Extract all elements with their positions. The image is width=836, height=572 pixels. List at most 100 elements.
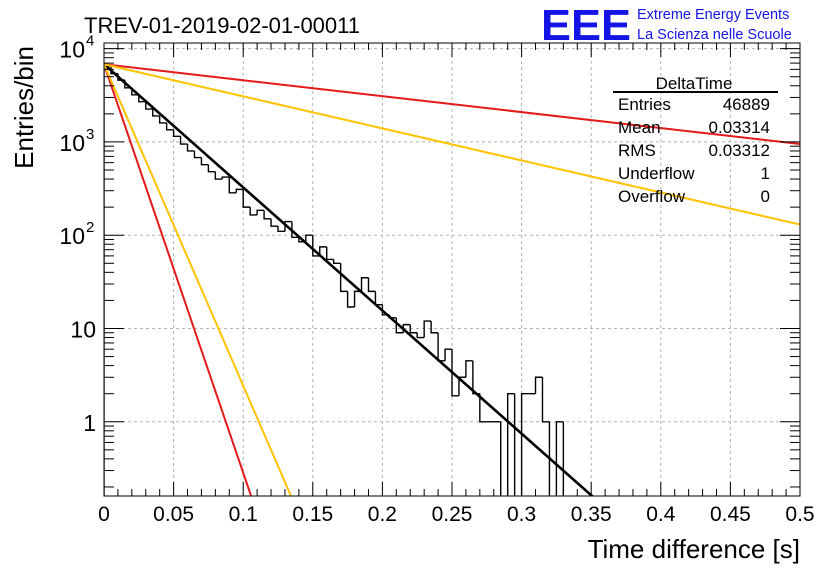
histogram-bin [555, 421, 564, 496]
y-tick-label-exponent: 3 [86, 126, 94, 143]
fit-line-red-shallow [104, 63, 800, 146]
histogram-bin [305, 234, 313, 242]
stats-label: Underflow [618, 164, 695, 183]
histogram-bin [374, 291, 383, 306]
stats-row: Entries 46889 [618, 95, 770, 114]
x-tick-label: 0.4 [646, 503, 676, 526]
x-tick-label: 0.45 [710, 503, 751, 526]
x-axis-label: Time difference [s] [588, 534, 800, 564]
histogram-bin [249, 207, 258, 216]
x-tick-label: 0.2 [368, 503, 397, 526]
logo-mark: EEE [541, 1, 631, 50]
histogram-bin [319, 246, 327, 256]
histogram-bin [235, 188, 244, 193]
y-tick-label-base: 10 [59, 37, 85, 63]
logo-line-1: Extreme Energy Events [637, 7, 789, 23]
stats-value: 0 [761, 187, 770, 206]
histogram-bin [214, 171, 223, 180]
histogram-bin [263, 210, 272, 220]
stats-label: Mean [618, 118, 661, 137]
histogram-bin [158, 115, 167, 124]
plot-area [104, 63, 800, 496]
y-tick-label: 1 [83, 410, 96, 436]
histogram-bin [145, 101, 153, 110]
x-tick-label: 0 [98, 503, 110, 526]
histogram-bin [332, 259, 341, 264]
histogram-bin [548, 421, 551, 496]
histogram-bin [506, 392, 515, 496]
histogram-bin [541, 377, 550, 423]
x-tick-label: 0.1 [229, 503, 258, 526]
y-tick-label-exponent: 4 [86, 33, 94, 50]
histogram-bin [353, 290, 362, 307]
x-tick-label: 0.15 [292, 503, 333, 526]
histogram-bin [256, 209, 265, 215]
histogram-bin [165, 122, 174, 131]
y-tick-label-base: 1 [83, 410, 96, 436]
x-tick-label: 0.35 [571, 503, 612, 526]
histogram-bin [423, 320, 432, 338]
histogram-bin [367, 277, 376, 293]
fit-line-orange-steep [104, 63, 293, 496]
stats-box: DeltaTime Entries 46889 Mean 0.03314 RMS 0.03… [613, 74, 778, 206]
stats-value: 0.03314 [709, 118, 770, 137]
histogram-bin [284, 220, 292, 232]
x-tick-label: 0.3 [507, 503, 536, 526]
stats-value: 1 [761, 164, 770, 183]
stats-value: 46889 [723, 95, 770, 114]
histogram-bin [228, 177, 237, 194]
eee-logo: EEE Extreme Energy Events La Scienza nel… [541, 1, 792, 50]
y-tick-label: 10 [70, 316, 96, 342]
histogram-bin [534, 376, 543, 394]
logo-line-2: La Scienza nelle Scuole [637, 27, 792, 43]
y-tick-label-exponent: 2 [86, 219, 94, 236]
histogram-bin [444, 348, 452, 361]
histogram-bin [172, 129, 181, 137]
fit-line-orange-shallow [104, 63, 800, 226]
histogram-bin [409, 324, 418, 334]
y-tick-label-base: 10 [59, 223, 85, 249]
histogram-bin [416, 332, 425, 339]
stats-rows: Entries 46889 Mean 0.03314 RMS 0.03312 Underfl… [618, 95, 770, 206]
stats-row: Underflow 1 [618, 164, 770, 183]
stats-row: Overflow 0 [618, 187, 770, 206]
x-tick-labels: 0 0.05 0.1 0.15 0.2 0.25 0.3 0.35 0.4 0.45 0.5 [98, 503, 814, 526]
axis-ticks [103, 43, 801, 496]
histogram-bin [270, 218, 278, 227]
stats-value: 0.03312 [709, 141, 770, 160]
histogram-bin [186, 144, 195, 152]
histogram-bin [562, 421, 565, 496]
stats-row: Mean 0.03314 [618, 118, 770, 137]
plot-frame [103, 42, 801, 497]
histogram-bin [326, 246, 334, 261]
histogram-bin [207, 164, 216, 173]
histogram-bin [179, 136, 188, 145]
histogram-bin [152, 109, 160, 117]
histogram-bin [479, 393, 487, 423]
histogram-bin [291, 221, 299, 238]
stats-title: DeltaTime [656, 74, 733, 93]
y-tick-label: 10 3 [59, 126, 94, 156]
histogram-bin [346, 291, 355, 308]
histogram-bin [277, 226, 285, 233]
histogram-bin [200, 157, 209, 166]
y-tick-label-base: 10 [70, 316, 96, 342]
histogram-bin [465, 360, 473, 378]
histogram-bin [221, 176, 230, 180]
histogram-bin [430, 321, 439, 334]
histogram-bin [360, 277, 369, 292]
y-tick-label: 10 4 [59, 33, 94, 63]
histogram-bin [193, 150, 202, 159]
histogram-bin [500, 421, 502, 496]
fit-line-fit [104, 63, 595, 496]
histogram-bin [138, 94, 146, 103]
histogram-bin [312, 235, 320, 257]
x-tick-label: 0.5 [785, 503, 814, 526]
stats-label: RMS [618, 141, 656, 160]
histogram-bin [104, 65, 111, 496]
stats-row: RMS 0.03312 [618, 141, 770, 160]
x-tick-label: 0.25 [432, 503, 473, 526]
y-tick-label: 10 2 [59, 219, 94, 249]
